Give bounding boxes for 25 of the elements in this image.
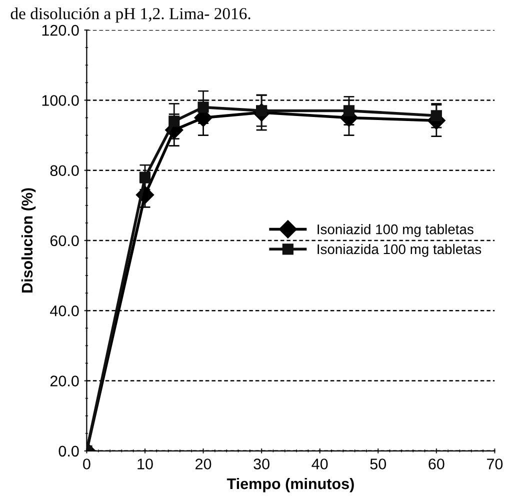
point [198,102,209,113]
y-tick-label: 0.0 [58,446,79,457]
chart-title: de disolución a pH 1,2. Lima- 2016. [10,8,250,23]
point [430,110,442,122]
x-tick-label: 60 [428,458,444,470]
x-tick-label: 70 [486,458,503,470]
x-axis-title: Tiempo (minutos) [226,478,354,492]
y-tick-label: 60.0 [50,235,79,246]
point [139,172,151,183]
x-tick-label: 10 [138,458,153,470]
y-tick-label: 40.0 [50,305,79,316]
x-tick-label: 30 [254,458,270,470]
legend-label: Isoniazid 100 mg tabletas [318,224,474,238]
x-tick-label: 0 [83,458,90,470]
x-tick-label: 20 [196,458,212,470]
point [343,105,355,116]
legend-label: Isoniazida 100 mg tabletas [318,244,482,257]
y-tick-label: 80.0 [50,165,79,176]
y-tick-label: 100.0 [42,95,79,106]
x-tick-label: 40 [312,458,328,470]
y-tick-label: 20.0 [50,376,79,386]
point [168,116,180,127]
y-tick-label: 120.0 [42,24,79,36]
y-axis-title: Disolucion (%) [21,188,36,292]
x-tick-label: 50 [370,458,386,470]
